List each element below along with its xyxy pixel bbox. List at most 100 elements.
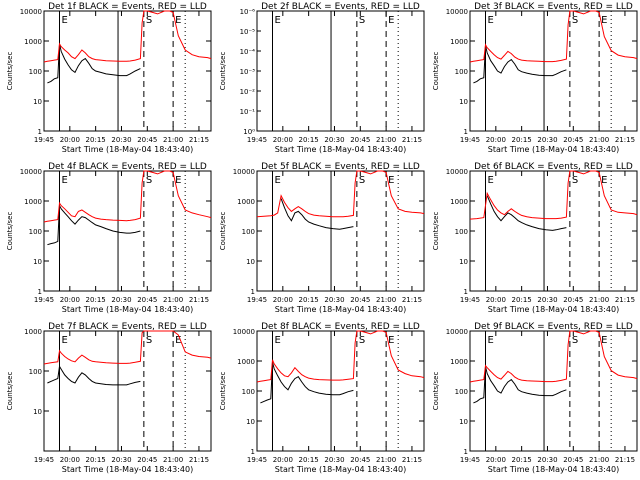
x-tick-label: 21:00 [163, 456, 183, 464]
y-tick-label: 1000 [24, 38, 42, 46]
panel-9f: Det 9f BLACK = Events, RED = LLD 1 10 100 10… [432, 322, 638, 474]
y-tick-label: 10000 [446, 8, 468, 16]
series-lld-line [43, 330, 212, 365]
plot-frame [469, 330, 638, 452]
plot-frame [43, 10, 212, 132]
x-axis-label: Start Time (18-May-04 18:43:40) [62, 145, 193, 154]
series-events-line [473, 45, 567, 84]
series-events-line [280, 198, 354, 230]
x-tick-label: 20:15 [512, 136, 532, 144]
x-tick-label: 20:15 [512, 456, 532, 464]
x-tick-label: 20:15 [86, 296, 106, 304]
series-lld-line [43, 170, 212, 223]
x-axis-label: Start Time (18-May-04 18:43:40) [275, 465, 406, 474]
x-axis-label: Start Time (18-May-04 18:43:40) [62, 305, 193, 314]
y-axis-label: Counts/sec [6, 52, 14, 91]
x-tick-label: 20:30 [111, 456, 131, 464]
y-tick-label: 1000 [450, 198, 468, 206]
panel-6f: Det 6f BLACK = Events, RED = LLD 1 10 100 10… [432, 162, 638, 314]
panel-8f: Det 8f BLACK = Events, RED = LLD 1 10 100 10… [219, 322, 425, 474]
panel-title: Det 6f BLACK = Events, RED = LLD [474, 162, 633, 172]
y-tick-label: 100 [242, 388, 255, 396]
series-events-line [486, 195, 567, 231]
x-tick-label: 20:45 [350, 296, 370, 304]
marker-label: E [175, 15, 181, 26]
x-tick-label: 20:15 [299, 136, 319, 144]
y-tick-label: 100 [455, 388, 468, 396]
y-axis-label: Counts/sec [219, 52, 227, 91]
marker-label: S [572, 15, 578, 26]
y-tick-label: 1000 [237, 358, 255, 366]
panel-7f: Det 7f BLACK = Events, RED = LLD 1000 100 1… [6, 322, 212, 474]
y-tick-label: 1000 [24, 328, 42, 336]
x-tick-label: 21:15 [189, 296, 209, 304]
y-tick-label: 10 [459, 418, 468, 426]
marker-label: E [175, 335, 181, 346]
x-tick-label: 20:45 [563, 136, 583, 144]
series-lld-line [256, 330, 425, 383]
x-tick-label: 21:00 [376, 456, 396, 464]
marker-label: S [146, 335, 152, 346]
y-axis-label: Counts/sec [432, 52, 440, 91]
y-tick-label: 10000 [446, 328, 468, 336]
y-tick-label: 1 [464, 288, 468, 296]
series-events-line [260, 362, 354, 404]
x-tick-label: 20:00 [273, 456, 293, 464]
x-tick-label: 19:45 [34, 296, 54, 304]
y-tick-label: 10⁻² [240, 88, 256, 96]
x-tick-label: 20:45 [137, 456, 157, 464]
panel-title: Det 8f BLACK = Events, RED = LLD [261, 322, 420, 332]
y-tick-label: 10 [33, 408, 42, 416]
y-axis-label: Counts/sec [219, 212, 227, 251]
x-tick-label: 21:00 [376, 136, 396, 144]
y-tick-label: 10⁻³ [240, 68, 256, 76]
y-axis-label: Counts/sec [6, 212, 14, 251]
x-tick-label: 21:00 [589, 296, 609, 304]
marker-label: E [487, 15, 493, 26]
panel-title: Det 5f BLACK = Events, RED = LLD [261, 162, 420, 172]
x-tick-label: 21:00 [163, 296, 183, 304]
y-tick-label: 1 [38, 288, 42, 296]
x-tick-label: 20:45 [563, 456, 583, 464]
x-tick-label: 20:30 [537, 136, 557, 144]
y-tick-label: 10⁻¹ [240, 108, 256, 116]
plot-frame [256, 10, 425, 132]
x-tick-label: 20:15 [299, 456, 319, 464]
x-axis-label: Start Time (18-May-04 18:43:40) [62, 465, 193, 474]
x-tick-label: 20:00 [60, 296, 80, 304]
y-tick-label: 10⁻⁴ [240, 48, 256, 56]
y-tick-label: 1 [464, 448, 468, 456]
series-lld-line [43, 10, 212, 63]
marker-label: E [487, 335, 493, 346]
x-tick-label: 19:45 [460, 296, 480, 304]
x-tick-label: 20:15 [86, 136, 106, 144]
series-lld-line [469, 170, 638, 220]
y-tick-label: 1 [251, 448, 255, 456]
panel-2f: Det 2f BLACK = Events, RED = LLD 10⁰ 10⁻¹ 1… [219, 2, 425, 154]
x-tick-label: 19:45 [247, 296, 267, 304]
x-tick-label: 20:30 [111, 296, 131, 304]
panel-title: Det 2f BLACK = Events, RED = LLD [261, 2, 420, 12]
panel-title: Det 7f BLACK = Events, RED = LLD [48, 322, 207, 332]
marker-label: E [274, 335, 280, 346]
y-tick-label: 10⁻⁶ [240, 8, 256, 16]
x-tick-label: 21:15 [402, 456, 422, 464]
x-tick-label: 20:30 [324, 136, 344, 144]
marker-label: E [61, 335, 67, 346]
x-tick-label: 19:45 [460, 456, 480, 464]
plot-frame [43, 330, 212, 452]
marker-label: S [359, 15, 365, 26]
panel-title: Det 3f BLACK = Events, RED = LLD [474, 2, 633, 12]
marker-label: S [359, 175, 365, 186]
x-axis-label: Start Time (18-May-04 18:43:40) [275, 145, 406, 154]
x-tick-label: 20:00 [60, 456, 80, 464]
x-tick-label: 21:15 [615, 456, 635, 464]
series-lld-line [469, 10, 638, 63]
y-tick-label: 10000 [233, 168, 255, 176]
x-tick-label: 20:15 [512, 296, 532, 304]
x-tick-label: 19:45 [34, 136, 54, 144]
marker-label: E [388, 15, 394, 26]
panel-title: Det 9f BLACK = Events, RED = LLD [474, 322, 633, 332]
x-tick-label: 19:45 [247, 136, 267, 144]
marker-label: E [388, 175, 394, 186]
